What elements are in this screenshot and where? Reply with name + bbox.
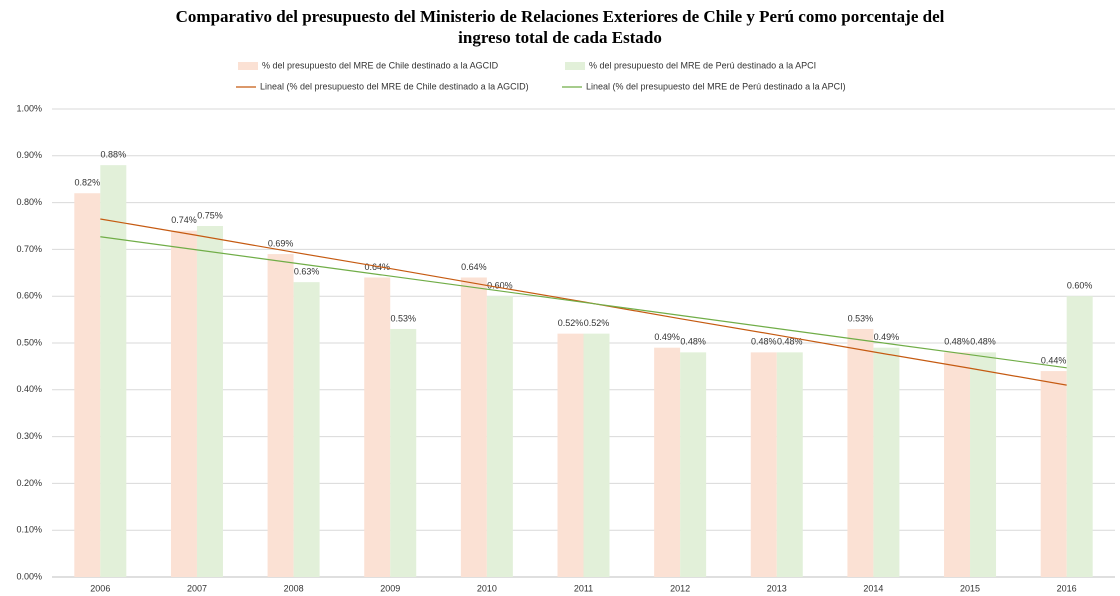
y-tick-label: 0.20% <box>16 478 42 488</box>
bar <box>364 277 391 577</box>
bar <box>776 352 803 577</box>
data-label: 0.60% <box>487 281 513 291</box>
y-tick-label: 0.90% <box>16 150 42 160</box>
data-label: 0.48% <box>751 337 777 347</box>
y-tick-label: 1.00% <box>16 103 42 113</box>
data-label: 0.88% <box>101 150 127 160</box>
bar <box>654 347 681 577</box>
data-label: 0.63% <box>294 267 320 277</box>
x-tick-label: 2007 <box>187 583 207 593</box>
y-tick-label: 0.60% <box>16 291 42 301</box>
bar <box>196 226 223 577</box>
data-label: 0.53% <box>390 313 416 323</box>
x-tick-label: 2006 <box>90 583 110 593</box>
x-tick-label: 2011 <box>574 583 593 593</box>
data-label: 0.48% <box>944 337 970 347</box>
x-tick-label: 2016 <box>1057 583 1077 593</box>
data-label: 0.75% <box>197 210 223 220</box>
bar <box>557 333 584 577</box>
legend-label: % del presupuesto del MRE de Perú destin… <box>589 60 816 70</box>
bar <box>1040 371 1067 577</box>
legend-label: % del presupuesto del MRE de Chile desti… <box>262 60 499 70</box>
bar <box>100 165 127 577</box>
data-label: 0.44% <box>1041 355 1067 365</box>
y-tick-label: 0.80% <box>16 197 42 207</box>
bar <box>873 347 900 577</box>
data-label: 0.49% <box>874 332 900 342</box>
data-label: 0.48% <box>970 337 996 347</box>
data-label: 0.69% <box>268 238 294 248</box>
bar <box>750 352 777 577</box>
bar <box>460 277 487 577</box>
bar <box>390 328 417 577</box>
legend-swatch <box>565 62 585 70</box>
data-label: 0.48% <box>680 337 706 347</box>
bar <box>847 328 874 577</box>
data-label: 0.60% <box>1067 281 1093 291</box>
bar <box>680 352 707 577</box>
x-tick-label: 2008 <box>284 583 304 593</box>
bar <box>74 193 101 578</box>
trend-line <box>100 236 1067 369</box>
bar <box>170 230 197 577</box>
chart-title: ingreso total de cada Estado <box>458 28 662 47</box>
x-tick-label: 2010 <box>477 583 497 593</box>
x-tick-label: 2009 <box>380 583 400 593</box>
bar <box>1066 296 1093 577</box>
data-label: 0.52% <box>584 318 610 328</box>
y-tick-label: 0.70% <box>16 244 42 254</box>
legend-label: Lineal (% del presupuesto del MRE de Per… <box>586 81 846 91</box>
data-label: 0.82% <box>75 178 101 188</box>
y-tick-label: 0.10% <box>16 525 42 535</box>
x-tick-label: 2013 <box>767 583 787 593</box>
data-label: 0.49% <box>654 332 680 342</box>
x-tick-label: 2014 <box>863 583 883 593</box>
x-tick-label: 2012 <box>670 583 690 593</box>
legend-swatch <box>238 62 258 70</box>
x-tick-label: 2015 <box>960 583 980 593</box>
y-tick-label: 0.40% <box>16 384 42 394</box>
bar <box>293 282 320 577</box>
y-tick-label: 0.30% <box>16 431 42 441</box>
bar <box>583 333 610 577</box>
legend-label: Lineal (% del presupuesto del MRE de Chi… <box>260 81 529 91</box>
chart-title: Comparativo del presupuesto del Minister… <box>176 7 945 26</box>
bar <box>267 254 294 577</box>
bar <box>486 296 513 577</box>
data-label: 0.74% <box>171 215 197 225</box>
data-label: 0.53% <box>848 313 874 323</box>
data-label: 0.64% <box>461 262 487 272</box>
data-label: 0.52% <box>558 318 584 328</box>
bar <box>944 352 971 577</box>
data-label: 0.48% <box>777 337 803 347</box>
bar <box>970 352 997 577</box>
y-tick-label: 0.50% <box>16 337 42 347</box>
y-tick-label: 0.00% <box>16 571 42 581</box>
